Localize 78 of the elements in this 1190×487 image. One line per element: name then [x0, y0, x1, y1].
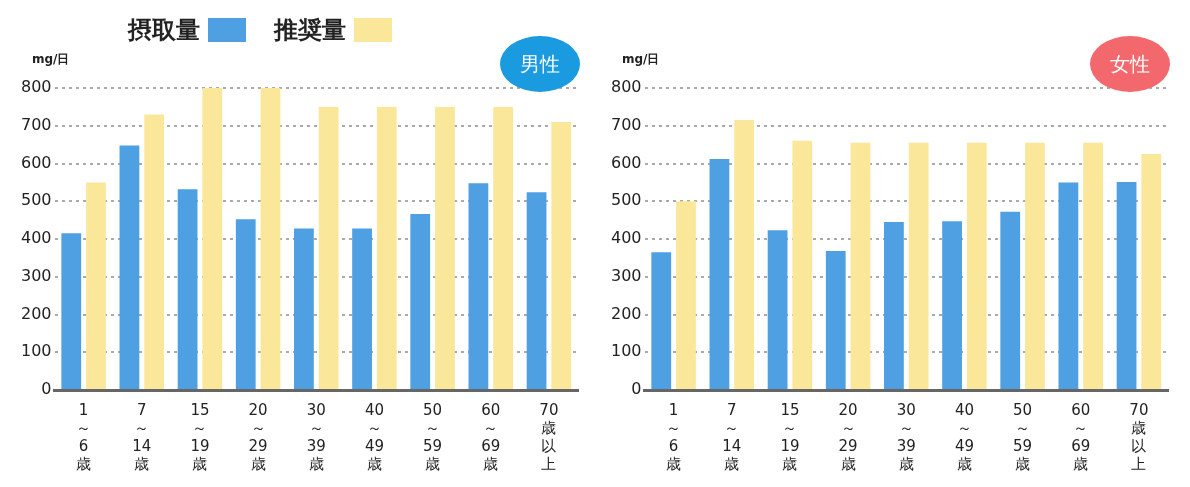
bar — [410, 214, 431, 389]
bar — [734, 120, 755, 389]
bar — [709, 158, 730, 389]
x-tick-label: 7～14歳 — [722, 400, 742, 473]
bar — [651, 252, 672, 389]
bar — [551, 121, 572, 389]
y-tick-label: 500 — [20, 190, 52, 210]
bar — [260, 88, 281, 389]
x-tick-label: 7～14歳 — [132, 400, 152, 473]
bar — [676, 201, 696, 389]
bar — [966, 142, 987, 389]
bar — [318, 106, 339, 389]
bar — [493, 106, 513, 389]
bar — [177, 189, 198, 389]
x-tick-label: 15～19歳 — [190, 400, 210, 473]
bar — [850, 142, 871, 389]
x-tick-label: 1～6歳 — [76, 400, 92, 473]
bar — [1116, 182, 1137, 389]
bar — [1083, 142, 1103, 389]
y-tick-label: 300 — [610, 265, 642, 285]
y-tick-label: 200 — [610, 303, 642, 323]
y-tick-label: 600 — [20, 152, 52, 172]
bar — [1058, 182, 1079, 389]
y-tick-label: 200 — [20, 303, 52, 323]
bar — [294, 228, 314, 389]
bar — [86, 182, 106, 389]
y-tick-label: 400 — [20, 228, 52, 248]
bar — [942, 221, 962, 389]
x-tick-label: 70歳以上 — [539, 400, 559, 473]
bar — [526, 192, 547, 389]
bar — [235, 219, 256, 389]
y-tick-label: 300 — [20, 265, 52, 285]
y-tick-label: 500 — [610, 190, 642, 210]
bar — [352, 228, 372, 389]
y-tick-label: 800 — [610, 77, 642, 97]
y-tick-label: 0 — [41, 379, 52, 399]
bar — [1141, 154, 1162, 389]
x-tick-label: 40～49歳 — [364, 400, 384, 473]
x-tick-label: 30～39歳 — [306, 400, 326, 473]
bar — [1000, 211, 1021, 389]
chart-title: 男性 — [500, 36, 580, 92]
x-tick-label: 50～59歳 — [1013, 400, 1033, 473]
x-tick-label: 60～69歳 — [481, 400, 501, 473]
y-tick-label: 400 — [610, 228, 642, 248]
bar — [884, 222, 904, 389]
x-tick-label: 50～59歳 — [423, 400, 443, 473]
bar — [792, 140, 813, 389]
x-tick-label: 30～39歳 — [896, 400, 916, 473]
legend-label: 摂取量 — [128, 15, 200, 46]
y-tick-label: 600 — [610, 152, 642, 172]
bar — [825, 251, 846, 389]
x-tick-label: 70歳以上 — [1129, 400, 1149, 473]
y-tick-label: 0 — [631, 379, 642, 399]
x-tick-label: 1～6歳 — [666, 400, 682, 473]
x-tick-label: 20～29歳 — [248, 400, 268, 473]
y-tick-label: 800 — [20, 77, 52, 97]
bar — [468, 183, 489, 389]
bar — [61, 233, 82, 389]
y-axis-title: mg/日 — [32, 52, 70, 67]
bar — [144, 114, 165, 389]
x-tick-label: 15～19歳 — [780, 400, 800, 473]
y-tick-label: 700 — [20, 114, 52, 134]
chart-title: 女性 — [1090, 36, 1170, 92]
y-tick-label: 100 — [610, 341, 642, 361]
bar — [376, 106, 397, 389]
y-tick-label: 700 — [610, 114, 642, 134]
x-tick-label: 40～49歳 — [954, 400, 974, 473]
bar — [202, 88, 223, 389]
bar — [435, 106, 455, 389]
x-tick-label: 60～69歳 — [1071, 400, 1091, 473]
bar — [908, 142, 929, 389]
y-tick-label: 100 — [20, 341, 52, 361]
y-axis-title: mg/日 — [622, 52, 660, 67]
bar — [767, 230, 788, 389]
bar — [119, 145, 140, 389]
bar — [1025, 142, 1045, 389]
legend-label: 推奨量 — [274, 15, 346, 46]
x-tick-label: 20～29歳 — [838, 400, 858, 473]
